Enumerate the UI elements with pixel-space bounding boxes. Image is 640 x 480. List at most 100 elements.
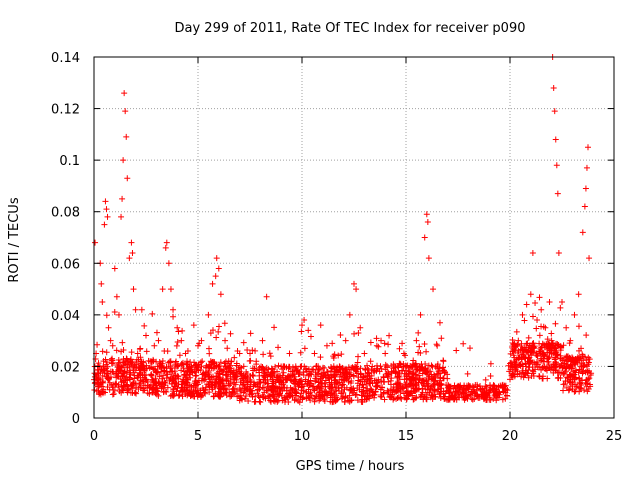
y-tick-label: 0.02: [51, 360, 80, 375]
data-point-cloud: [179, 327, 186, 334]
x-axis-ticks: 0 5 10 15 20 25: [90, 57, 622, 444]
data-point-cloud: [236, 350, 243, 357]
data-point-cloud: [355, 377, 362, 384]
data-point-cloud: [334, 367, 341, 374]
data-point-cloud: [533, 350, 540, 357]
data-point-cloud: [487, 360, 494, 367]
data-point-cloud: [413, 366, 420, 373]
data-point: [113, 293, 120, 300]
data-point-cloud: [264, 369, 271, 376]
data-point-cloud: [513, 364, 520, 371]
data-point-cloud: [358, 376, 365, 383]
data-point-cloud: [421, 366, 428, 373]
data-point-cloud: [410, 370, 417, 377]
data-point-cloud: [436, 380, 443, 387]
data-point-cloud: [131, 375, 138, 382]
data-point-cloud: [175, 328, 182, 335]
data-point-cloud: [550, 347, 557, 354]
data-point-cloud: [350, 373, 357, 380]
data-point-cloud: [579, 353, 586, 360]
data-point-cloud: [366, 393, 373, 400]
data-point-cloud: [225, 369, 232, 376]
data-point-cloud: [113, 347, 120, 354]
data-point-cloud: [247, 330, 254, 337]
data-point-cloud: [123, 355, 130, 362]
data-point-cloud: [514, 349, 521, 356]
data-point-cloud: [560, 342, 567, 349]
data-point-cloud: [467, 392, 474, 399]
data-point-cloud: [574, 359, 581, 366]
data-point-cloud: [248, 387, 255, 394]
data-point-cloud: [217, 386, 224, 393]
data-point: [128, 239, 135, 246]
data-point-cloud: [533, 325, 540, 332]
y-tick-label: 0: [72, 412, 80, 427]
data-point-cloud: [223, 377, 230, 384]
x-tick-label: 20: [502, 429, 519, 444]
data-point-cloud: [163, 375, 170, 381]
data-point-cloud: [237, 379, 244, 386]
data-point-cloud: [387, 394, 394, 401]
data-point: [123, 133, 130, 140]
data-point-cloud: [224, 345, 231, 352]
data-point-cloud: [339, 381, 346, 388]
data-point-cloud: [107, 368, 114, 375]
data-point-cloud: [260, 351, 267, 358]
data-point-cloud: [327, 392, 334, 399]
data-point-cloud: [163, 363, 170, 370]
data-point-cloud: [94, 377, 101, 384]
data-point-cloud: [136, 369, 143, 376]
data-point-cloud: [446, 396, 453, 403]
data-point: [170, 306, 177, 313]
data-point: [523, 301, 530, 308]
data-point: [215, 265, 222, 272]
data-point-cloud: [315, 366, 322, 373]
data-point-cloud: [351, 366, 358, 373]
data-point-cloud: [186, 365, 193, 372]
data-point-cloud: [518, 356, 525, 363]
data-point-cloud: [563, 364, 570, 371]
data-point-cloud: [172, 383, 179, 390]
data-point-cloud: [373, 335, 380, 342]
data-point-cloud: [475, 395, 482, 402]
data-point: [163, 239, 170, 246]
data-point-cloud: [499, 381, 506, 388]
data-point: [217, 291, 224, 298]
data-point: [552, 136, 559, 143]
data-point-cloud: [267, 397, 274, 404]
data-point-cloud: [233, 362, 240, 369]
data-point-cloud: [175, 375, 182, 382]
data-point-cloud: [333, 394, 340, 401]
data-point-cloud: [572, 388, 579, 395]
data-point: [138, 306, 145, 313]
data-point: [162, 244, 169, 251]
data-point: [581, 203, 588, 210]
data-point-cloud: [567, 362, 574, 369]
data-point-cloud: [139, 376, 146, 383]
data-point-cloud: [428, 362, 435, 369]
data-point-cloud: [137, 354, 144, 361]
data-point-cloud: [533, 361, 540, 368]
data-point-cloud: [313, 393, 320, 400]
data-point-cloud: [246, 390, 253, 397]
data-point-cloud: [557, 304, 564, 311]
data-point-cloud: [278, 363, 285, 370]
data-point-cloud: [579, 367, 586, 374]
data-point: [373, 342, 380, 349]
data-point-cloud: [159, 364, 166, 371]
data-point-cloud: [194, 364, 201, 371]
data-point-cloud: [333, 379, 340, 386]
data-point-cloud: [240, 389, 247, 396]
data-point-cloud: [510, 352, 517, 359]
data-point-cloud: [292, 392, 299, 399]
data-point-cloud: [578, 345, 585, 352]
data-point: [130, 286, 137, 293]
data-point-cloud: [384, 364, 391, 371]
data-point-cloud: [94, 341, 101, 348]
data-point-cloud: [241, 385, 248, 392]
data-point-cloud: [348, 364, 355, 371]
data-point-cloud: [172, 374, 179, 381]
data-point-cloud: [355, 330, 362, 337]
data-point-cloud: [240, 375, 247, 382]
data-point-cloud: [397, 394, 404, 401]
